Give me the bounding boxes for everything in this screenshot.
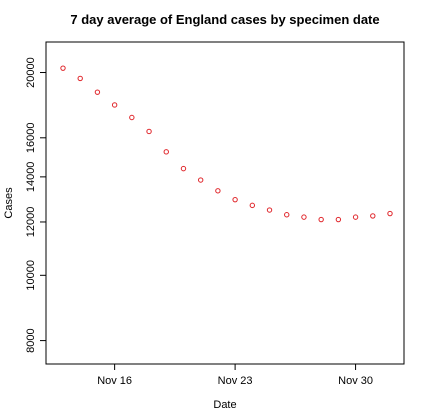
- data-point: [129, 114, 135, 121]
- data-point: [352, 214, 359, 220]
- data-point: [77, 75, 83, 82]
- y-tick-label: 16000: [25, 123, 37, 154]
- data-point: [215, 188, 221, 194]
- x-axis: Nov 16 Nov 23 Nov 30: [97, 364, 373, 387]
- data-point: [163, 149, 169, 155]
- data-point: [60, 65, 66, 71]
- chart-title: 7 day average of England cases by specim…: [70, 12, 379, 27]
- data-point: [284, 212, 290, 218]
- y-tick-label: 20000: [25, 57, 37, 88]
- data-points: [60, 65, 393, 223]
- data-point: [197, 177, 204, 183]
- data-point: [94, 89, 101, 95]
- data-point: [335, 216, 342, 223]
- x-tick-label: Nov 23: [218, 375, 253, 387]
- data-point: [249, 202, 256, 209]
- x-tick-label: Nov 16: [97, 375, 132, 387]
- y-tick-label: 10000: [25, 260, 37, 291]
- data-point: [111, 102, 118, 108]
- data-point: [370, 213, 376, 219]
- data-point: [180, 165, 187, 172]
- data-point: [266, 207, 273, 213]
- y-axis-label: Cases: [3, 187, 15, 219]
- y-tick-label: 12000: [25, 207, 37, 238]
- data-point: [301, 214, 307, 220]
- y-tick-label: 14000: [25, 162, 37, 193]
- plot-area: [45, 41, 405, 365]
- data-point: [232, 196, 238, 203]
- data-point: [318, 216, 324, 223]
- y-tick-label: 8000: [25, 328, 37, 352]
- x-tick-label: Nov 30: [338, 375, 373, 387]
- x-axis-label: Date: [213, 399, 236, 411]
- data-point: [387, 210, 393, 217]
- data-point: [146, 128, 152, 135]
- y-axis: 8000 10000 12000 14000 16000 20000: [25, 57, 46, 353]
